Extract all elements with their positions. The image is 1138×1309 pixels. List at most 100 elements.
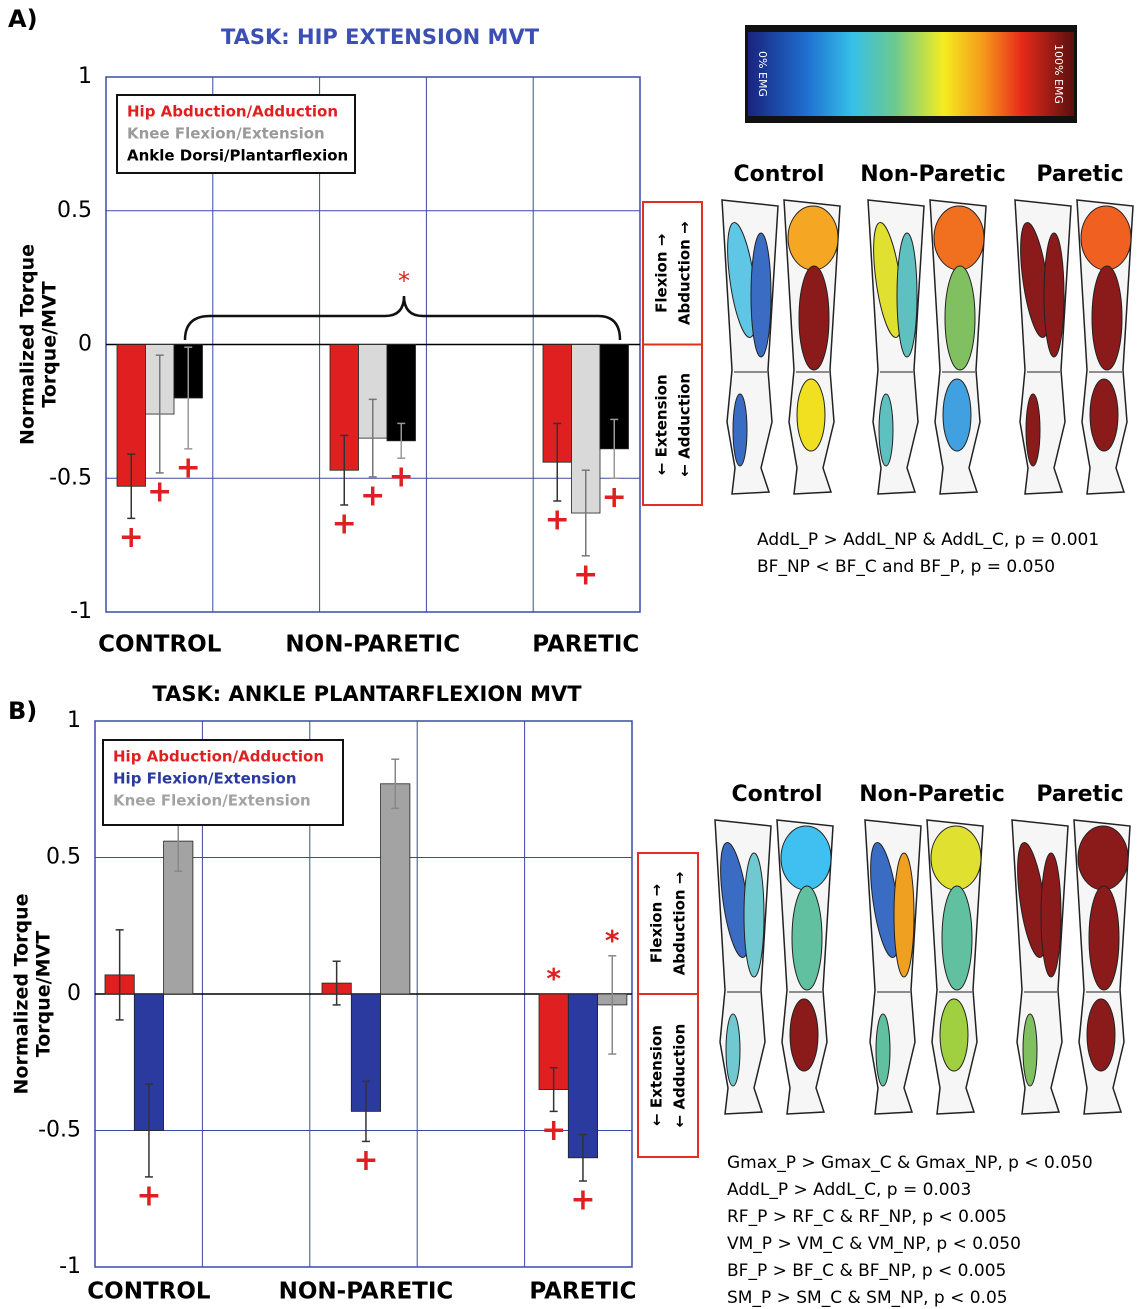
muscle [945,266,975,370]
bar [568,994,597,1158]
significance-mark: + [570,1183,595,1218]
x-tick-label: NON-PARETIC [279,1279,454,1305]
legend-entry: Ankle Dorsi/Plantarflexion [127,147,348,165]
stats-line: RF_P > RF_C & RF_NP, p < 0.005 [727,1207,1007,1227]
muscle [1023,1014,1037,1086]
muscle [726,1014,740,1086]
legend-entry: Knee Flexion/Extension [113,792,311,810]
significance-mark: + [541,1113,566,1148]
y-tick-label: 0.5 [46,845,81,870]
leg-title: Non-Paretic [859,782,1005,807]
muscle [733,394,747,466]
panel-label: B) [8,697,37,725]
leg-title: Control [734,162,825,187]
y-axis-label: Torque/MVT [39,281,61,407]
colorbar [748,32,1074,116]
muscle [940,999,968,1071]
significance-mark: + [573,557,598,592]
figure: 0% EMG 100% EMG A) TASK: HIP EXTENSION MVT N… [0,0,1138,1309]
chart-title: TASK: ANKLE PLANTARFLEXION MVT [152,682,582,706]
muscle [1044,233,1064,357]
muscle [744,853,764,977]
y-tick-label: -0.5 [49,465,92,490]
y-tick-label: 1 [78,64,92,89]
significance-mark: + [119,520,144,555]
direction-label: ← Extension [653,374,671,475]
muscle [942,886,972,990]
muscle [797,379,825,451]
colorbar-label: 100% EMG [1052,44,1065,104]
muscle [1089,886,1119,990]
muscle [781,826,831,890]
muscle [751,233,771,357]
leg-title: Control [732,782,823,807]
leg-title: Non-Paretic [860,162,1006,187]
x-tick-label: NON-PARETIC [285,632,460,658]
leg-title: Paretic [1036,162,1123,187]
significance-mark: + [602,480,627,515]
stats-line: AddL_P > AddL_C, p = 0.003 [727,1180,971,1200]
significance-mark: + [176,450,201,485]
y-tick-label: -1 [70,599,92,624]
muscle [1092,266,1122,370]
legend-entry: Hip Flexion/Extension [113,770,297,788]
muscle [894,853,914,977]
direction-label: Abduction → [676,221,694,325]
stats-line: AddL_P > AddL_NP & AddL_C, p = 0.001 [757,530,1099,550]
significance-mark: + [147,474,172,509]
stats-line: BF_NP < BF_C and BF_P, p = 0.050 [757,557,1055,577]
muscle [934,206,984,270]
muscle [897,233,917,357]
legend-entry: Knee Flexion/Extension [127,125,325,143]
bracket [185,296,620,340]
legend-entry: Hip Abduction/Adduction [127,103,338,121]
stats-line: BF_P > BF_C & BF_NP, p < 0.005 [727,1261,1006,1281]
muscle [799,266,829,370]
y-axis-label: Torque/MVT [33,931,55,1057]
muscle [1078,826,1128,890]
muscle [790,999,818,1071]
significance-mark: * [546,962,561,995]
stats-line: SM_P > SM_C & SM_NP, p < 0.05 [727,1288,1008,1308]
muscle [931,826,981,890]
y-axis-label: Normalized Torque [11,893,33,1094]
muscle [788,206,838,270]
significance-mark: + [389,460,414,495]
panel-label: A) [8,5,38,33]
significance-mark: + [353,1143,378,1178]
direction-label: ← Adduction [671,1024,689,1128]
muscle [876,1014,890,1086]
bracket-label: * [398,267,410,295]
y-tick-label: -0.5 [38,1118,81,1143]
muscle [1081,206,1131,270]
y-tick-label: 1 [67,708,81,733]
significance-mark: + [136,1178,161,1213]
direction-label: Flexion → [648,884,666,963]
significance-mark: + [360,478,385,513]
muscle [943,379,971,451]
direction-label: ← Adduction [676,373,694,477]
stats-line: Gmax_P > Gmax_C & Gmax_NP, p < 0.050 [727,1153,1093,1173]
y-tick-label: -1 [59,1254,81,1279]
chart-title: TASK: HIP EXTENSION MVT [221,25,540,49]
y-tick-label: 0 [67,981,81,1006]
significance-mark: * [605,924,620,957]
direction-label: ← Extension [648,1025,666,1126]
muscle [879,394,893,466]
muscle [1026,394,1040,466]
y-axis-label: Normalized Torque [17,244,39,445]
x-tick-label: CONTROL [98,632,222,658]
significance-mark: + [545,502,570,537]
x-tick-label: PARETIC [529,1279,636,1305]
bar [381,784,410,994]
y-tick-label: 0.5 [57,198,92,223]
x-tick-label: PARETIC [532,632,639,658]
colorbar-label: 0% EMG [756,51,769,97]
muscle [792,886,822,990]
legend-entry: Hip Abduction/Adduction [113,748,324,766]
muscle [1087,999,1115,1071]
x-tick-label: CONTROL [87,1279,211,1305]
muscle [1090,379,1118,451]
direction-label: Abduction → [671,872,689,976]
muscle [1041,853,1061,977]
